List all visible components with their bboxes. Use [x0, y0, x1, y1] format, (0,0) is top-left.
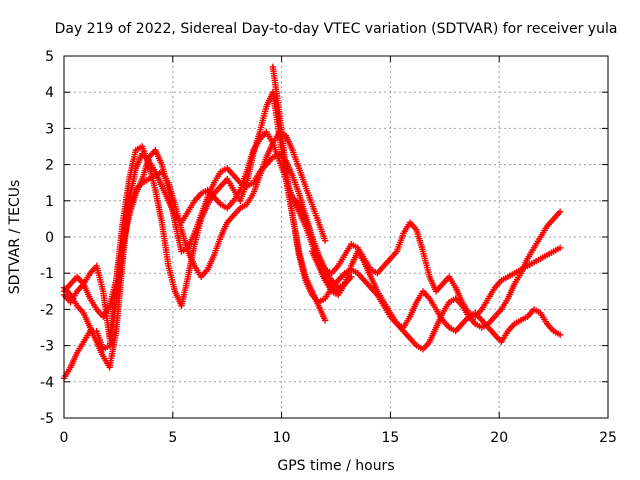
data-point [556, 331, 564, 338]
series-track-7 [308, 248, 564, 346]
y-tick-label: 5 [45, 49, 54, 65]
data-points [60, 63, 564, 382]
y-axis-label: SDTVAR / TECUs [7, 180, 23, 295]
x-tick-label: 15 [381, 430, 399, 446]
y-tick-label: -1 [40, 266, 54, 282]
data-point [556, 244, 564, 252]
grid [64, 56, 608, 418]
y-tick-label: -5 [40, 411, 54, 427]
y-tick-label: -3 [40, 339, 54, 355]
data-point [321, 237, 329, 244]
x-tick-label: 0 [60, 430, 69, 446]
y-tick-label: 0 [45, 230, 54, 246]
x-tick-label: 10 [273, 430, 291, 446]
y-tick-label: 2 [45, 158, 54, 174]
x-tick-label: 20 [490, 430, 508, 446]
x-tick-label: 5 [168, 430, 177, 446]
data-point [556, 208, 564, 215]
series-track-6 [289, 193, 564, 320]
y-tick-label: -2 [40, 302, 54, 318]
y-tick-label: -4 [40, 375, 54, 391]
x-axis-label: GPS time / hours [277, 458, 394, 474]
axis-ticks: 0 5 10 15 20 25 -5 -4 -3 -2 -1 0 1 2 3 4 5 [40, 49, 617, 446]
y-tick-label: 1 [45, 194, 54, 210]
chart-title: Day 219 of 2022, Sidereal Day-to-day VTE… [55, 21, 618, 37]
y-tick-label: 3 [45, 121, 54, 137]
x-tick-label: 25 [599, 430, 617, 446]
y-tick-label: 4 [45, 85, 54, 101]
series-track-1 [60, 89, 329, 342]
data-point [321, 317, 329, 324]
